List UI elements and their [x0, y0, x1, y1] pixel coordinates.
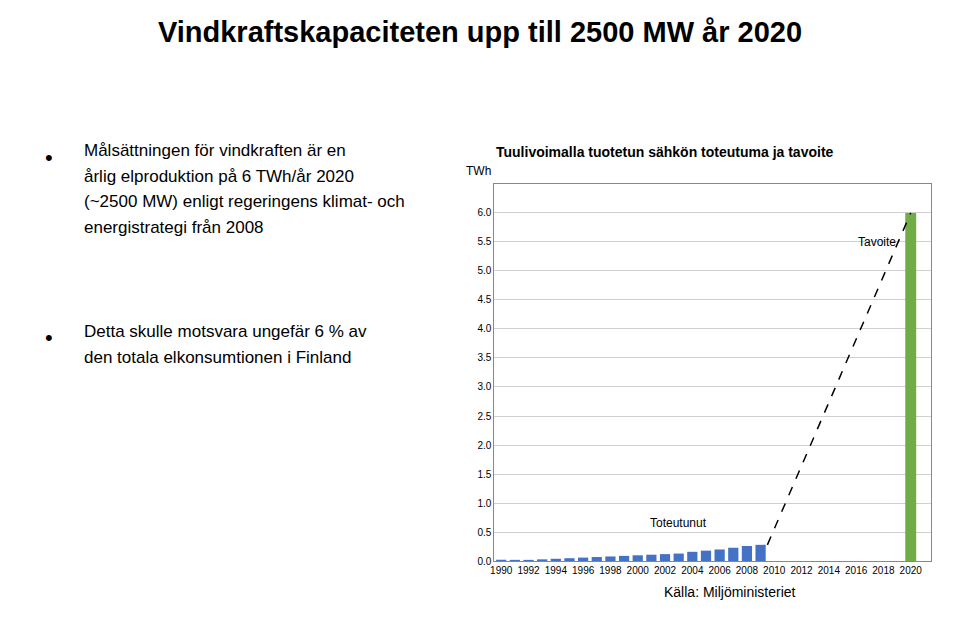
svg-text:1996: 1996 [572, 565, 595, 576]
svg-text:2.5: 2.5 [477, 411, 491, 422]
svg-text:2.0: 2.0 [477, 440, 491, 451]
svg-text:Målsättningen för vindkraften: Målsättningen för vindkraften är en [84, 141, 346, 160]
svg-text:2018: 2018 [872, 565, 895, 576]
svg-text:Källa: Miljöministeriet: Källa: Miljöministeriet [664, 584, 796, 600]
svg-text:2000: 2000 [627, 565, 650, 576]
svg-text:0.5: 0.5 [477, 527, 491, 538]
svg-text:2010: 2010 [763, 565, 786, 576]
svg-text:5.5: 5.5 [477, 236, 491, 247]
svg-text:5.0: 5.0 [477, 265, 491, 276]
svg-text:TWh: TWh [466, 164, 491, 178]
svg-text:energistrategi från 2008: energistrategi från 2008 [84, 218, 264, 237]
svg-text:2014: 2014 [818, 565, 841, 576]
svg-text:•: • [45, 145, 53, 170]
svg-text:Detta skulle motsvara ungefär: Detta skulle motsvara ungefär 6 % av [84, 322, 367, 341]
svg-text:2012: 2012 [790, 565, 813, 576]
svg-text:(~2500 MW) enligt regeringens: (~2500 MW) enligt regeringens klimat- oc… [84, 192, 405, 211]
svg-text:2004: 2004 [681, 565, 704, 576]
svg-text:2008: 2008 [736, 565, 759, 576]
svg-text:Toteutunut: Toteutunut [650, 516, 707, 530]
svg-text:Tavoite: Tavoite [858, 235, 896, 249]
svg-text:4.0: 4.0 [477, 323, 491, 334]
svg-text:3.0: 3.0 [477, 381, 491, 392]
svg-text:6.0: 6.0 [477, 207, 491, 218]
svg-text:den totala elkonsumtionen i Fi: den totala elkonsumtionen i Finland [84, 348, 351, 367]
svg-text:0.0: 0.0 [477, 556, 491, 567]
svg-text:årlig elproduktion på 6 TWh/år: årlig elproduktion på 6 TWh/år 2020 [84, 167, 354, 186]
svg-text:1.0: 1.0 [477, 498, 491, 509]
svg-text:2002: 2002 [654, 565, 677, 576]
svg-text:1.5: 1.5 [477, 469, 491, 480]
svg-text:2016: 2016 [845, 565, 868, 576]
svg-text:1998: 1998 [599, 565, 622, 576]
svg-text:1994: 1994 [545, 565, 568, 576]
svg-text:4.5: 4.5 [477, 294, 491, 305]
svg-text:3.5: 3.5 [477, 352, 491, 363]
svg-text:2006: 2006 [709, 565, 732, 576]
svg-text:•: • [45, 325, 53, 350]
svg-text:2020: 2020 [900, 565, 923, 576]
svg-text:1992: 1992 [517, 565, 540, 576]
svg-text:Tuulivoimalla tuotetun sähkön: Tuulivoimalla tuotetun sähkön toteutuma … [496, 144, 834, 160]
svg-text:1990: 1990 [490, 565, 513, 576]
svg-text:Vindkraftskapaciteten upp till: Vindkraftskapaciteten upp till 2500 MW å… [158, 16, 802, 48]
